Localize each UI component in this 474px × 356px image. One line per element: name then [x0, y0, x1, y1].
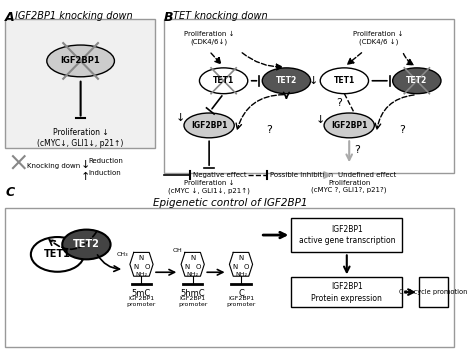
Text: ↓: ↓ — [81, 160, 90, 170]
Text: Cell cycle promotion: Cell cycle promotion — [399, 289, 467, 295]
Text: IGF2BP1
active gene transcription: IGF2BP1 active gene transcription — [299, 225, 395, 245]
Ellipse shape — [392, 68, 441, 94]
Text: CH₃: CH₃ — [116, 252, 128, 257]
FancyBboxPatch shape — [291, 277, 402, 307]
Text: Induction: Induction — [88, 170, 121, 176]
Text: TET1: TET1 — [44, 250, 71, 260]
Ellipse shape — [320, 68, 368, 94]
Text: ↓: ↓ — [316, 115, 325, 125]
Text: Proliferation ↓
(cMYC↓, GLI1↓, p21↑): Proliferation ↓ (cMYC↓, GLI1↓, p21↑) — [37, 129, 124, 148]
Text: ↓: ↓ — [309, 76, 318, 86]
Text: B: B — [164, 11, 173, 24]
Text: IGF2BP1
promoter: IGF2BP1 promoter — [127, 296, 156, 307]
Text: TET1: TET1 — [213, 76, 234, 85]
Text: TET1: TET1 — [334, 76, 355, 85]
Text: O: O — [244, 264, 249, 270]
Text: NH₂: NH₂ — [187, 272, 199, 277]
Text: IGF2BP1 knocking down: IGF2BP1 knocking down — [15, 11, 133, 21]
Ellipse shape — [62, 230, 110, 260]
Text: IGF2BP1: IGF2BP1 — [191, 121, 228, 130]
Text: ?: ? — [337, 98, 343, 108]
Text: Undefined effect: Undefined effect — [337, 172, 396, 178]
Text: IGF2BP1: IGF2BP1 — [61, 56, 100, 66]
Text: Negative effect: Negative effect — [193, 172, 246, 178]
Text: ?: ? — [400, 125, 405, 135]
Text: Proliferation ↓
(cMYC ↓, GLI1↓, p21↑): Proliferation ↓ (cMYC ↓, GLI1↓, p21↑) — [168, 180, 250, 194]
Text: Reduction: Reduction — [88, 158, 123, 164]
Ellipse shape — [31, 237, 84, 272]
Text: TET knocking down: TET knocking down — [173, 11, 268, 21]
Text: ↑: ↑ — [81, 172, 90, 182]
Text: IGF2BP1
promoter: IGF2BP1 promoter — [226, 296, 255, 307]
Text: NH₂: NH₂ — [136, 272, 147, 277]
Text: TET2: TET2 — [276, 76, 297, 85]
Text: Proliferation
(cMYC ?, GLI1?, p21?): Proliferation (cMYC ?, GLI1?, p21?) — [311, 180, 387, 193]
Ellipse shape — [184, 113, 234, 138]
Text: Knocking down: Knocking down — [27, 163, 80, 169]
Text: ?: ? — [266, 125, 272, 135]
Ellipse shape — [47, 45, 114, 77]
Ellipse shape — [200, 68, 248, 94]
Text: C: C — [238, 289, 244, 298]
Text: TET2: TET2 — [406, 76, 428, 85]
Text: A: A — [5, 11, 15, 24]
Text: Proliferation ↓
(CDK4/6↓): Proliferation ↓ (CDK4/6↓) — [184, 31, 234, 45]
Text: N: N — [184, 264, 190, 270]
FancyBboxPatch shape — [291, 218, 402, 252]
Text: IGF2BP1: IGF2BP1 — [331, 121, 367, 130]
Text: TET2: TET2 — [73, 240, 100, 250]
Text: IGF2BP1
Protein expression: IGF2BP1 Protein expression — [311, 282, 382, 303]
Text: Epigenetic control of IGF2BP1: Epigenetic control of IGF2BP1 — [153, 198, 308, 208]
Text: 5mC: 5mC — [132, 289, 151, 298]
Text: NH₂: NH₂ — [235, 272, 247, 277]
Text: N: N — [139, 255, 144, 261]
FancyBboxPatch shape — [419, 277, 448, 307]
Ellipse shape — [324, 113, 374, 138]
Text: 5hmC: 5hmC — [181, 289, 205, 298]
Text: N: N — [133, 264, 138, 270]
Text: Possible Inhibition: Possible Inhibition — [270, 172, 333, 178]
FancyBboxPatch shape — [5, 208, 454, 347]
Text: O: O — [145, 264, 150, 270]
FancyBboxPatch shape — [5, 19, 155, 148]
Text: OH: OH — [173, 248, 182, 253]
Text: C: C — [5, 186, 14, 199]
Text: ↓: ↓ — [175, 112, 185, 122]
FancyBboxPatch shape — [164, 19, 454, 173]
Text: IGF2BP1
promoter: IGF2BP1 promoter — [178, 296, 208, 307]
Text: N: N — [233, 264, 238, 270]
Ellipse shape — [262, 68, 310, 94]
Text: N: N — [190, 255, 195, 261]
Text: N: N — [238, 255, 244, 261]
Text: O: O — [196, 264, 201, 270]
Text: ?: ? — [354, 145, 360, 155]
Text: Proliferation ↓
(CDK4/6 ↓): Proliferation ↓ (CDK4/6 ↓) — [353, 31, 403, 45]
